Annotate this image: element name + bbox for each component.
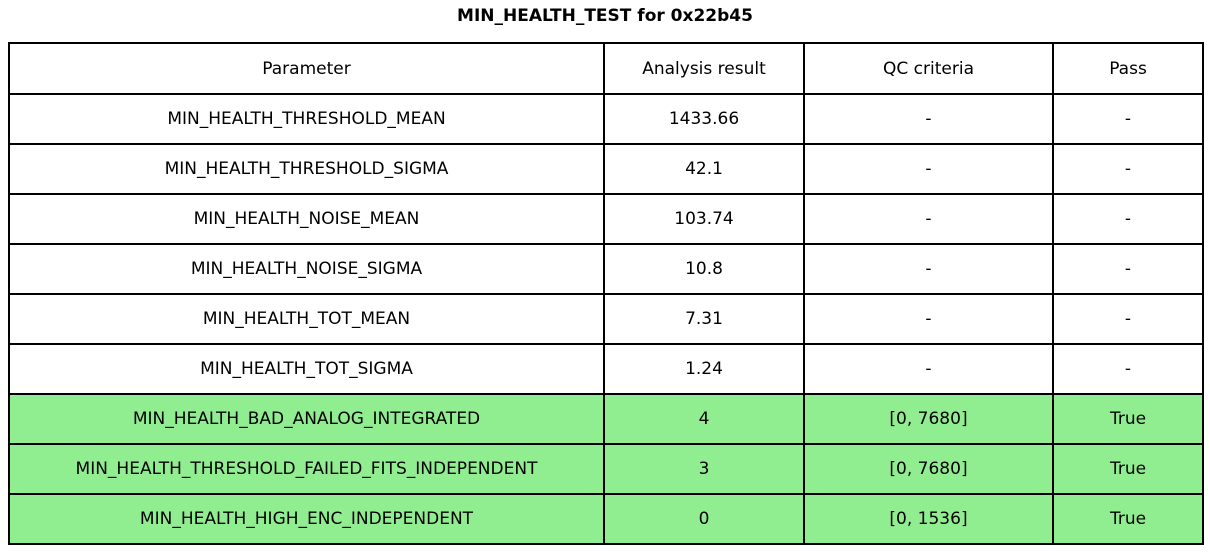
cell-qc-criteria: [0, 7680]: [803, 443, 1054, 495]
table-row-passed: MIN_HEALTH_BAD_ANALOG_INTEGRATED 4 [0, 7…: [8, 393, 1204, 445]
cell-pass: -: [1052, 243, 1204, 295]
table-row-passed: MIN_HEALTH_HIGH_ENC_INDEPENDENT 0 [0, 15…: [8, 493, 1204, 545]
cell-pass: True: [1052, 443, 1204, 495]
cell-parameter: MIN_HEALTH_THRESHOLD_SIGMA: [8, 143, 605, 195]
column-header-parameter: Parameter: [8, 42, 605, 95]
cell-analysis-result: 3: [603, 443, 805, 495]
cell-pass: -: [1052, 143, 1204, 195]
qc-results-table: Parameter Analysis result QC criteria Pa…: [8, 42, 1204, 545]
cell-parameter: MIN_HEALTH_HIGH_ENC_INDEPENDENT: [8, 493, 605, 545]
cell-qc-criteria: [0, 7680]: [803, 393, 1054, 445]
cell-parameter: MIN_HEALTH_TOT_SIGMA: [8, 343, 605, 395]
cell-pass: -: [1052, 293, 1204, 345]
column-header-analysis-result: Analysis result: [603, 42, 805, 95]
column-header-pass: Pass: [1052, 42, 1204, 95]
cell-parameter: MIN_HEALTH_THRESHOLD_FAILED_FITS_INDEPEN…: [8, 443, 605, 495]
table-row: MIN_HEALTH_NOISE_SIGMA 10.8 - -: [8, 243, 1204, 295]
cell-analysis-result: 7.31: [603, 293, 805, 345]
table-row: MIN_HEALTH_THRESHOLD_SIGMA 42.1 - -: [8, 143, 1204, 195]
cell-parameter: MIN_HEALTH_THRESHOLD_MEAN: [8, 93, 605, 145]
cell-analysis-result: 42.1: [603, 143, 805, 195]
cell-analysis-result: 10.8: [603, 243, 805, 295]
cell-qc-criteria: -: [803, 143, 1054, 195]
cell-pass: -: [1052, 193, 1204, 245]
cell-pass: -: [1052, 93, 1204, 145]
cell-qc-criteria: -: [803, 343, 1054, 395]
cell-pass: True: [1052, 493, 1204, 545]
cell-parameter: MIN_HEALTH_BAD_ANALOG_INTEGRATED: [8, 393, 605, 445]
cell-analysis-result: 0: [603, 493, 805, 545]
cell-parameter: MIN_HEALTH_NOISE_SIGMA: [8, 243, 605, 295]
table-header-row: Parameter Analysis result QC criteria Pa…: [8, 42, 1204, 95]
cell-analysis-result: 1.24: [603, 343, 805, 395]
cell-analysis-result: 103.74: [603, 193, 805, 245]
cell-qc-criteria: [0, 1536]: [803, 493, 1054, 545]
column-header-qc-criteria: QC criteria: [803, 42, 1054, 95]
table-row: MIN_HEALTH_NOISE_MEAN 103.74 - -: [8, 193, 1204, 245]
cell-qc-criteria: -: [803, 293, 1054, 345]
page-title: MIN_HEALTH_TEST for 0x22b45: [457, 6, 753, 26]
cell-parameter: MIN_HEALTH_TOT_MEAN: [8, 293, 605, 345]
cell-qc-criteria: -: [803, 93, 1054, 145]
cell-parameter: MIN_HEALTH_NOISE_MEAN: [8, 193, 605, 245]
table-row-passed: MIN_HEALTH_THRESHOLD_FAILED_FITS_INDEPEN…: [8, 443, 1204, 495]
table-row: MIN_HEALTH_TOT_SIGMA 1.24 - -: [8, 343, 1204, 395]
cell-qc-criteria: -: [803, 243, 1054, 295]
cell-analysis-result: 1433.66: [603, 93, 805, 145]
table-row: MIN_HEALTH_THRESHOLD_MEAN 1433.66 - -: [8, 93, 1204, 145]
cell-analysis-result: 4: [603, 393, 805, 445]
cell-pass: True: [1052, 393, 1204, 445]
table-row: MIN_HEALTH_TOT_MEAN 7.31 - -: [8, 293, 1204, 345]
cell-pass: -: [1052, 343, 1204, 395]
cell-qc-criteria: -: [803, 193, 1054, 245]
